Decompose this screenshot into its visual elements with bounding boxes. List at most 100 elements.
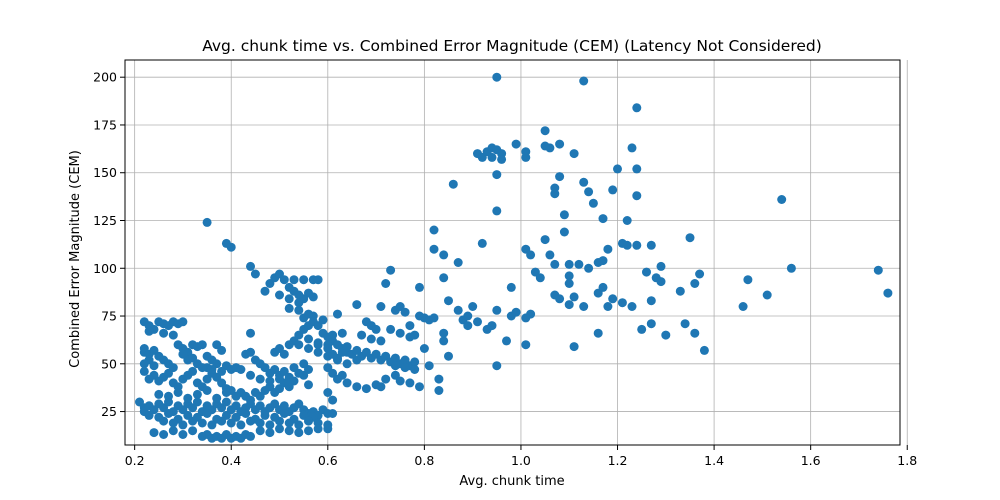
x-tick-label: 0.4 (221, 453, 241, 468)
data-point (188, 416, 198, 426)
data-point (304, 344, 313, 353)
data-point (192, 397, 202, 407)
data-point (415, 382, 424, 392)
data-point (695, 269, 705, 279)
data-point (762, 290, 772, 300)
data-point (463, 311, 473, 321)
data-point (202, 409, 212, 418)
y-tick-label: 175 (93, 117, 117, 132)
data-point (352, 300, 362, 310)
data-point (260, 286, 270, 296)
data-point (429, 225, 439, 235)
data-point (521, 313, 531, 323)
data-point (410, 357, 420, 367)
data-point (164, 409, 173, 418)
data-point (188, 353, 198, 363)
data-point (202, 386, 212, 395)
data-point (608, 185, 618, 195)
data-point (540, 126, 550, 136)
data-point (559, 227, 569, 237)
data-point (178, 420, 188, 430)
data-point (226, 418, 236, 428)
data-point (366, 334, 376, 344)
data-point (149, 361, 159, 371)
data-point (492, 305, 502, 315)
data-point (550, 259, 560, 269)
data-point (588, 198, 598, 208)
data-point (439, 336, 449, 346)
data-point (608, 294, 618, 304)
data-point (154, 389, 164, 399)
data-point (646, 240, 656, 250)
data-point (207, 420, 217, 430)
data-point (139, 359, 149, 369)
data-point (642, 267, 651, 277)
x-tick-label: 1.4 (704, 453, 724, 468)
data-point (246, 261, 255, 271)
data-point (231, 391, 241, 401)
data-point (506, 282, 516, 292)
data-point (188, 426, 198, 436)
data-point (646, 296, 656, 306)
data-point (376, 336, 386, 346)
data-point (217, 416, 227, 426)
data-point (250, 269, 260, 279)
data-point (492, 206, 502, 216)
data-point (159, 328, 169, 338)
data-point (598, 256, 608, 266)
data-point (275, 290, 284, 300)
data-point (439, 328, 449, 338)
data-point (545, 143, 555, 153)
data-point (207, 365, 217, 374)
data-point (226, 242, 236, 252)
data-point (405, 332, 415, 342)
data-point (323, 424, 333, 434)
axis-ticks: 0.2 0.4 0.6 0.8 1.0 1.2 1.4 1.6 1.8 25 50 75 100 125 1… (93, 70, 917, 468)
data-point (419, 344, 429, 353)
data-point (680, 319, 690, 329)
data-point (555, 139, 565, 149)
data-point (149, 428, 159, 438)
data-point (173, 388, 183, 397)
data-point (381, 374, 391, 384)
data-point (632, 191, 642, 201)
data-point (323, 388, 333, 397)
data-point (429, 313, 439, 323)
data-point (564, 271, 574, 281)
data-point (299, 359, 309, 369)
data-point (313, 340, 323, 350)
data-point (294, 340, 304, 350)
grid-lines (125, 60, 908, 445)
data-point (212, 393, 222, 403)
data-point (569, 342, 579, 352)
data-point (497, 154, 507, 164)
data-point (613, 164, 622, 174)
data-point (453, 305, 463, 315)
x-tick-label: 0.2 (125, 453, 145, 468)
data-point (284, 378, 294, 388)
x-tick-label: 1.0 (511, 453, 531, 468)
data-point (405, 378, 415, 388)
data-point (400, 307, 410, 317)
data-point (661, 330, 671, 340)
data-point (569, 292, 579, 302)
data-point (183, 393, 193, 403)
data-point (405, 321, 415, 331)
data-point (535, 273, 545, 283)
data-point (265, 428, 275, 438)
x-tick-label: 1.8 (897, 453, 917, 468)
data-point (357, 330, 367, 340)
data-point (656, 277, 666, 287)
data-point (550, 189, 560, 199)
data-point (304, 309, 313, 319)
data-point (236, 365, 246, 374)
data-point (424, 361, 434, 371)
data-point (395, 328, 405, 338)
data-point (564, 259, 574, 269)
x-axis-label: Avg. chunk time (459, 474, 564, 489)
data-point (260, 410, 270, 420)
data-point (313, 275, 323, 285)
y-tick-label: 25 (101, 404, 117, 419)
data-point (468, 302, 478, 311)
